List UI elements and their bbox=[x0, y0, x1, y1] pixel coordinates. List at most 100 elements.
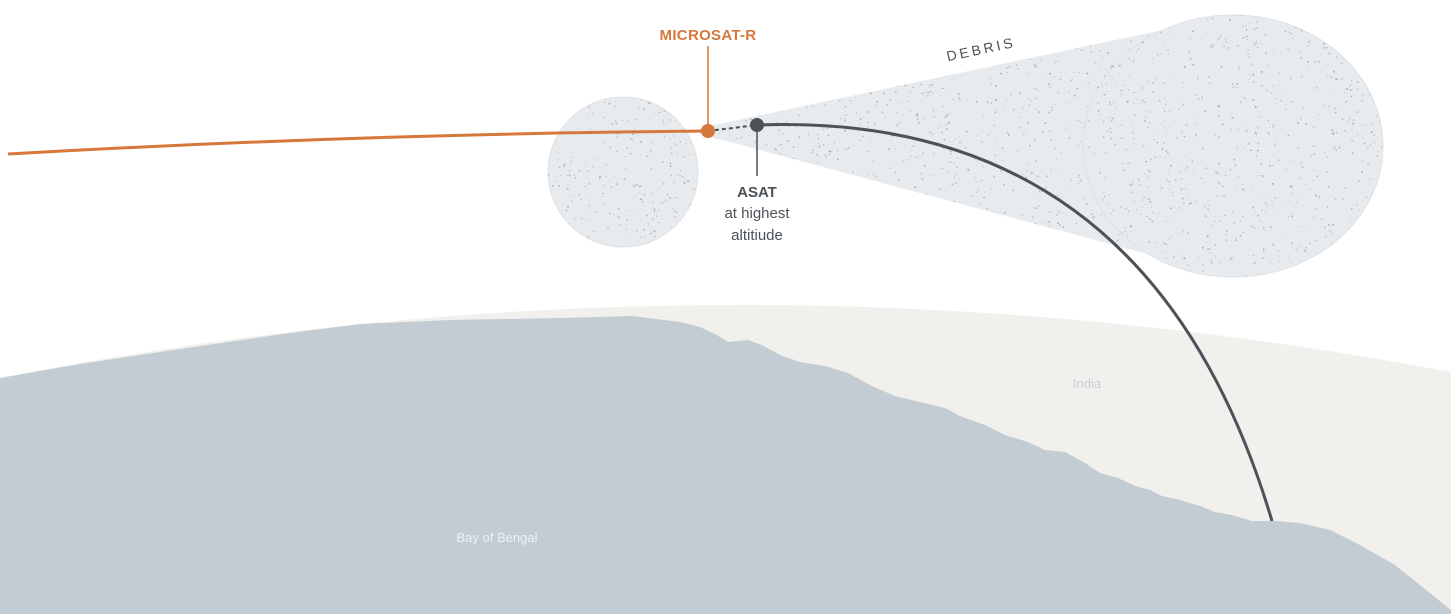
debris-particle bbox=[1078, 175, 1081, 177]
debris-particle bbox=[813, 70, 815, 72]
debris-particle bbox=[1163, 242, 1165, 244]
debris-particle bbox=[587, 42, 590, 44]
debris-particle bbox=[731, 24, 733, 26]
debris-particle bbox=[1186, 36, 1189, 38]
debris-particle bbox=[873, 122, 876, 125]
debris-particle bbox=[921, 229, 924, 232]
debris-particle bbox=[994, 154, 996, 156]
debris-particle bbox=[1006, 100, 1008, 102]
debris-particle bbox=[779, 263, 782, 265]
debris-particle bbox=[702, 250, 705, 253]
debris-particle bbox=[845, 148, 848, 150]
debris-particle bbox=[1368, 47, 1370, 50]
debris-particle bbox=[1041, 191, 1043, 193]
debris-particle bbox=[926, 94, 929, 97]
debris-particle bbox=[570, 160, 573, 162]
debris-particle bbox=[1045, 229, 1047, 232]
debris-particle bbox=[867, 72, 869, 75]
debris-particle bbox=[1166, 179, 1169, 182]
debris-particle bbox=[1337, 42, 1339, 44]
debris-particle bbox=[1321, 272, 1323, 274]
debris-particle bbox=[739, 269, 742, 272]
debris-particle bbox=[1235, 239, 1237, 242]
debris-particle bbox=[1170, 282, 1171, 283]
debris-particle bbox=[822, 57, 825, 60]
debris-particle bbox=[715, 209, 717, 212]
debris-particle bbox=[842, 239, 844, 241]
debris-particle bbox=[1248, 55, 1250, 58]
debris-particle bbox=[764, 93, 766, 95]
debris-particle bbox=[1125, 207, 1127, 210]
debris-particle bbox=[1056, 56, 1059, 58]
debris-particle bbox=[867, 216, 869, 219]
debris-particle bbox=[1187, 232, 1190, 235]
debris-particle bbox=[585, 16, 587, 19]
debris-particle bbox=[1227, 37, 1229, 38]
debris-particle bbox=[1036, 88, 1038, 90]
debris-particle bbox=[738, 273, 740, 274]
debris-particle bbox=[1363, 142, 1366, 145]
debris-particle bbox=[915, 114, 917, 116]
debris-particle bbox=[1157, 214, 1159, 215]
debris-particle bbox=[629, 273, 631, 275]
debris-particle bbox=[836, 149, 839, 152]
debris-particle bbox=[711, 182, 714, 184]
debris-particle bbox=[1068, 10, 1069, 11]
debris-particle bbox=[775, 159, 778, 162]
debris-particle bbox=[588, 204, 591, 207]
debris-particle bbox=[954, 182, 957, 184]
debris-particle bbox=[718, 233, 720, 235]
debris-particle bbox=[647, 102, 650, 104]
debris-particle bbox=[739, 146, 741, 148]
debris-particle bbox=[1185, 276, 1187, 277]
debris-particle bbox=[1099, 25, 1102, 28]
debris-particle bbox=[1265, 73, 1267, 75]
debris-particle bbox=[912, 86, 914, 89]
debris-particle bbox=[903, 34, 905, 37]
debris-particle bbox=[1235, 236, 1237, 239]
debris-particle bbox=[1121, 124, 1123, 126]
debris-particle bbox=[563, 284, 564, 285]
debris-particle bbox=[687, 96, 689, 98]
debris-particle bbox=[1186, 15, 1189, 16]
debris-particle bbox=[640, 66, 642, 68]
debris-particle bbox=[957, 279, 958, 280]
debris-particle bbox=[825, 243, 828, 246]
debris-particle bbox=[721, 246, 723, 248]
debris-particle bbox=[1367, 76, 1370, 79]
debris-particle bbox=[680, 21, 682, 23]
debris-particle bbox=[1036, 33, 1038, 35]
debris-particle bbox=[1225, 284, 1227, 286]
debris-particle bbox=[612, 32, 615, 35]
debris-particle bbox=[631, 133, 634, 136]
debris-particle bbox=[890, 41, 893, 44]
debris-particle bbox=[1312, 216, 1314, 218]
debris-particle bbox=[832, 100, 834, 102]
debris-particle bbox=[1073, 34, 1075, 37]
debris-particle bbox=[985, 222, 988, 225]
debris-particle bbox=[1238, 68, 1240, 71]
debris-particle bbox=[907, 133, 909, 136]
debris-particle bbox=[736, 138, 738, 140]
debris-particle bbox=[861, 263, 864, 266]
debris-particle bbox=[990, 78, 992, 80]
debris-particle bbox=[816, 37, 818, 40]
debris-particle bbox=[701, 64, 704, 66]
debris-particle bbox=[930, 60, 932, 63]
debris-particle bbox=[1016, 15, 1019, 17]
debris-particle bbox=[801, 33, 803, 36]
debris-particle bbox=[1375, 156, 1377, 158]
debris-particle bbox=[564, 89, 567, 92]
debris-particle bbox=[1111, 65, 1114, 68]
debris-particle bbox=[1101, 200, 1103, 201]
debris-particle bbox=[1163, 44, 1165, 46]
debris-particle bbox=[897, 178, 900, 181]
debris-particle bbox=[1031, 254, 1034, 257]
debris-particle bbox=[1169, 33, 1171, 35]
debris-particle bbox=[744, 271, 746, 273]
debris-particle bbox=[565, 250, 567, 253]
debris-particle bbox=[845, 28, 847, 30]
debris-particle bbox=[589, 108, 591, 111]
debris-particle bbox=[778, 55, 780, 57]
debris-particle bbox=[1046, 175, 1048, 178]
